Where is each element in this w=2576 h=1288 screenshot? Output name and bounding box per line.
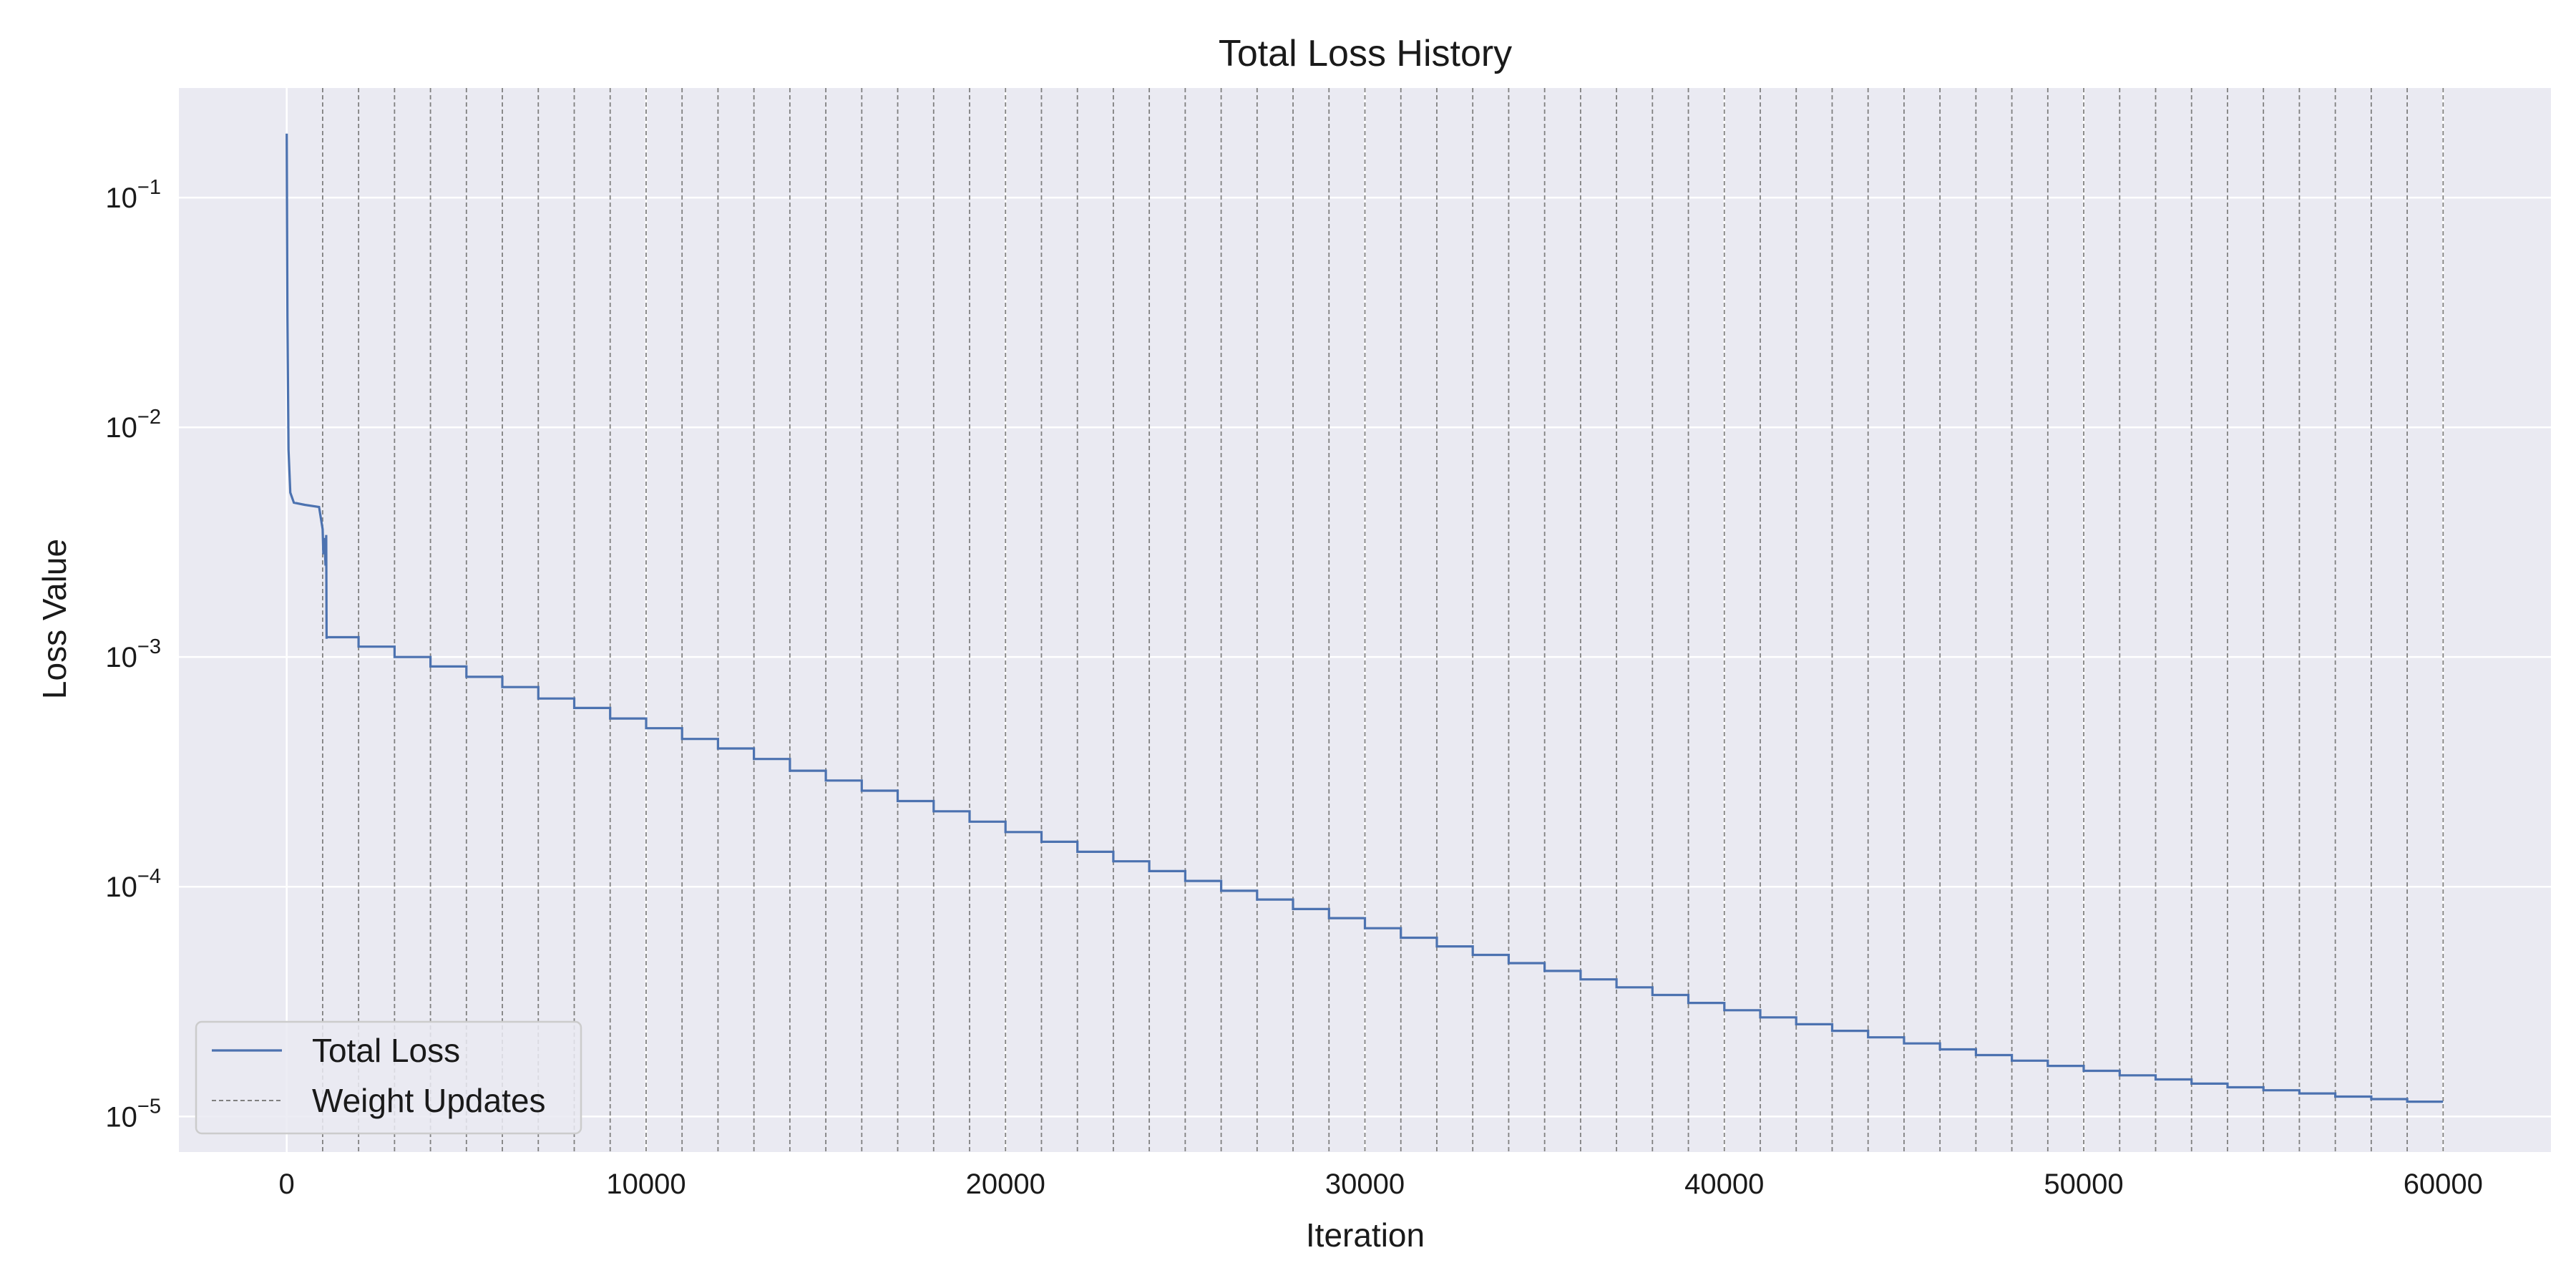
y-tick-label: 10−2 — [105, 406, 161, 444]
chart-title: Total Loss History — [1219, 33, 1512, 74]
legend: Total Loss Weight Updates — [195, 1020, 582, 1135]
y-tick-label: 10−5 — [105, 1095, 161, 1133]
legend-box — [195, 1020, 582, 1135]
x-tick-label: 0 — [279, 1169, 295, 1200]
legend-label-total-loss: Total Loss — [312, 1032, 460, 1069]
y-axis-label: Loss Value — [36, 539, 73, 699]
total-loss-line — [286, 133, 2444, 1103]
y-tick-labels: 10−5 10−4 10−3 10−2 10−1 — [105, 176, 161, 1133]
x-tick-label: 30000 — [1325, 1169, 1405, 1200]
x-tick-labels: 0 10000 20000 30000 40000 50000 60000 — [279, 1169, 2483, 1200]
x-tick-label: 40000 — [1684, 1169, 1764, 1200]
y-tick-label: 10−4 — [105, 865, 161, 903]
legend-label-weight-updates: Weight Updates — [312, 1082, 545, 1119]
x-tick-label: 60000 — [2404, 1169, 2483, 1200]
y-tick-label: 10−3 — [105, 635, 161, 673]
weight-update-lines — [322, 88, 2444, 1152]
x-tick-label: 50000 — [2044, 1169, 2123, 1200]
x-axis-label: Iteration — [1306, 1216, 1425, 1254]
y-tick-label: 10−1 — [105, 176, 161, 214]
x-tick-label: 20000 — [966, 1169, 1045, 1200]
x-tick-label: 10000 — [606, 1169, 686, 1200]
